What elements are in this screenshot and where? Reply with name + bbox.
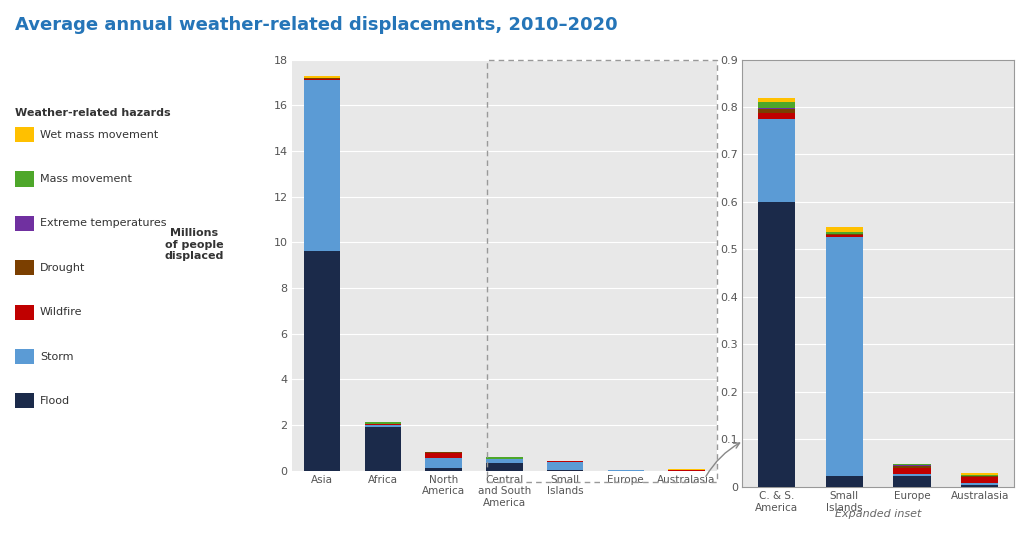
Bar [962,473,998,475]
Text: Flood: Flood [40,396,70,406]
Text: Mass movement: Mass movement [40,174,132,184]
Text: Millions
of people
displaced: Millions of people displaced [165,228,224,261]
Bar [486,459,522,463]
Text: Drought: Drought [40,263,85,273]
Bar [825,236,863,477]
Bar [825,234,863,235]
Bar [825,477,863,487]
Bar [825,233,863,234]
Bar [758,109,795,113]
Bar [893,466,931,469]
Bar [365,427,401,471]
Bar [758,98,795,102]
Bar [547,461,584,470]
Bar [304,76,340,77]
Bar [962,483,998,485]
Bar [304,79,340,80]
Bar [893,464,931,465]
Bar [669,469,705,470]
Bar [425,458,462,468]
Bar [758,102,795,108]
Bar [825,227,863,233]
Bar [758,108,795,109]
Bar [486,457,522,459]
Bar [962,477,998,483]
Bar [893,474,931,477]
Bar [425,453,462,458]
Bar [758,202,795,487]
Bar [962,476,998,477]
Text: Average annual weather-related displacements, 2010–2020: Average annual weather-related displacem… [15,16,618,34]
Bar [962,485,998,487]
Bar [365,425,401,427]
Bar [893,465,931,466]
Text: Weather-related hazards: Weather-related hazards [15,108,171,118]
Bar [758,119,795,202]
Bar [365,422,401,424]
Bar [304,80,340,252]
Text: Wildfire: Wildfire [40,307,83,317]
Text: Extreme temperatures: Extreme temperatures [40,219,167,228]
Bar [825,235,863,236]
Bar [893,469,931,474]
Bar [304,252,340,471]
Text: Expanded inset: Expanded inset [836,509,922,519]
Bar [425,468,462,471]
Bar [758,113,795,119]
Text: Wet mass movement: Wet mass movement [40,130,158,140]
FancyArrowPatch shape [706,443,739,477]
Bar [893,477,931,487]
Bar [486,463,522,471]
Bar [304,78,340,79]
Text: Storm: Storm [40,352,74,361]
